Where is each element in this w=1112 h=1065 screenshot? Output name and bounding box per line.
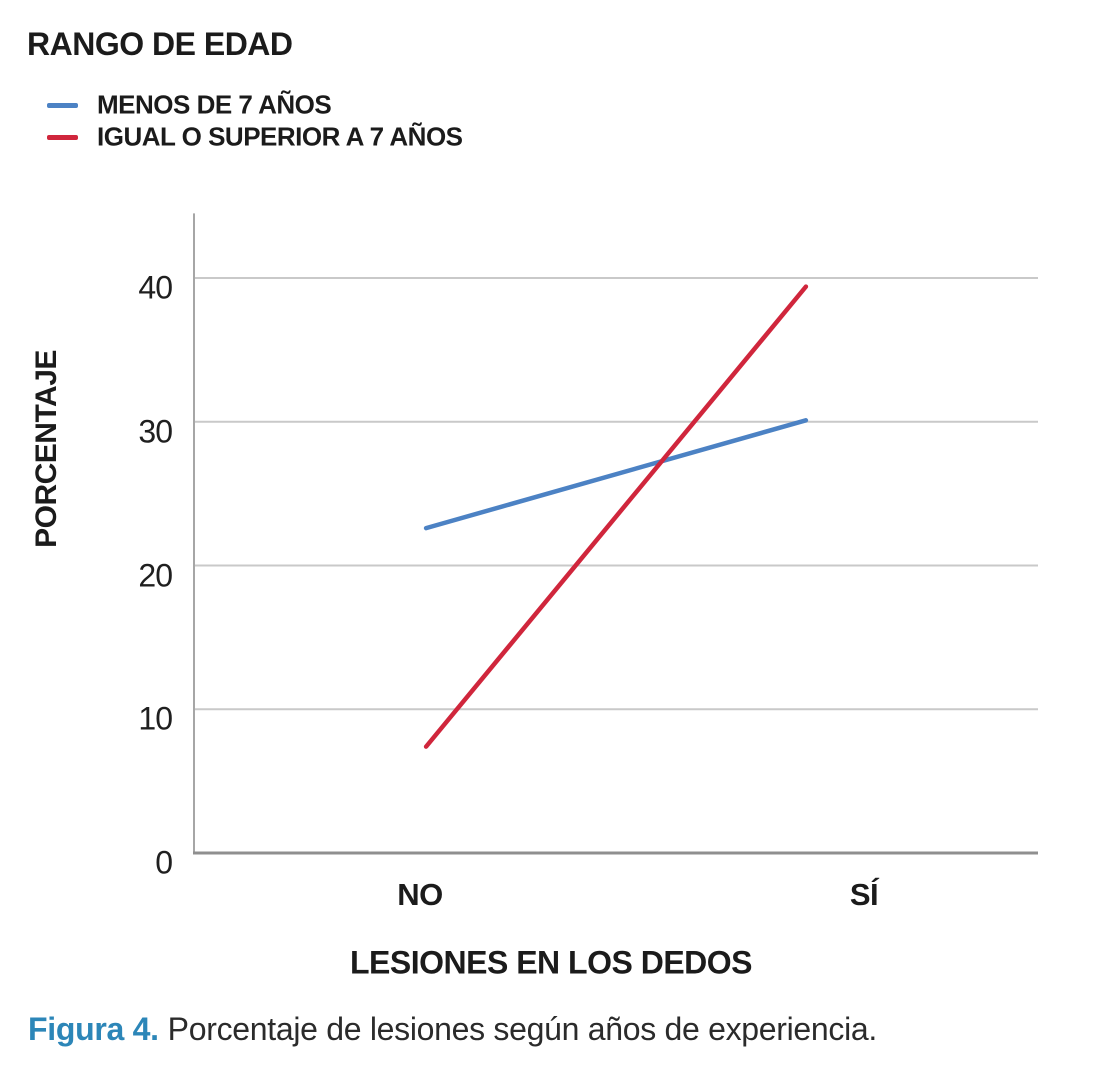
figure-caption-number: Figura 4. xyxy=(28,1011,159,1047)
data-line-series-0 xyxy=(423,418,809,531)
legend-line-swatch xyxy=(47,103,78,108)
y-tick-label: 30 xyxy=(138,413,173,450)
y-tick-label: 40 xyxy=(138,269,173,306)
legend-title: RANGO DE EDAD xyxy=(27,26,293,62)
y-tick-label: 20 xyxy=(138,557,173,593)
data-line-series-1 xyxy=(423,284,809,749)
x-axis-title: LESIONES EN LOS DEDOS xyxy=(349,944,753,981)
x-category-label: SÍ xyxy=(849,877,879,912)
figure-caption: Figura 4. Porcentaje de lesiones según añ… xyxy=(28,1011,877,1048)
legend-label: MENOS DE 7 AÑOS xyxy=(97,89,332,120)
y-tick-label: 0 xyxy=(155,844,173,881)
y-tick-label: 10 xyxy=(138,700,173,737)
x-category-label: NO xyxy=(397,877,443,912)
legend-label: IGUAL O SUPERIOR A 7 AÑOS xyxy=(97,121,463,152)
y-axis-title: PORCENTAJE xyxy=(30,350,63,548)
figure-caption-text: Porcentaje de lesiones según años de exp… xyxy=(167,1011,878,1047)
legend-line-swatch xyxy=(47,135,78,140)
